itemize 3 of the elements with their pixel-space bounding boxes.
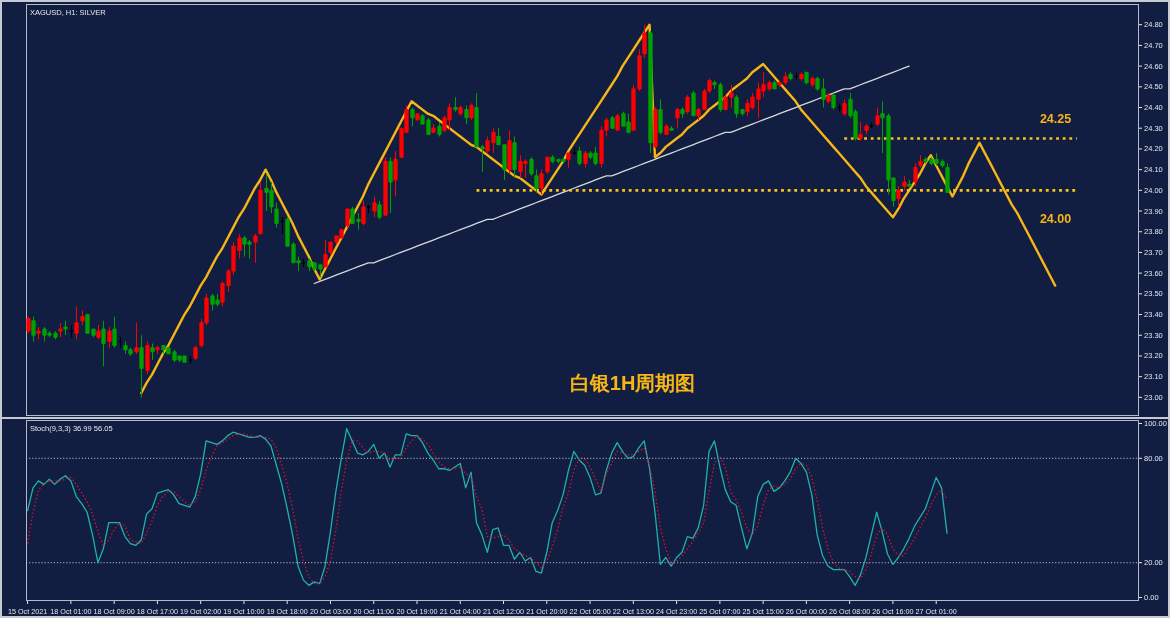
annotation: 24.00: [1039, 212, 1072, 227]
annotation: 白银1H周期图: [569, 371, 696, 394]
annotation: 24.25: [1039, 111, 1072, 126]
